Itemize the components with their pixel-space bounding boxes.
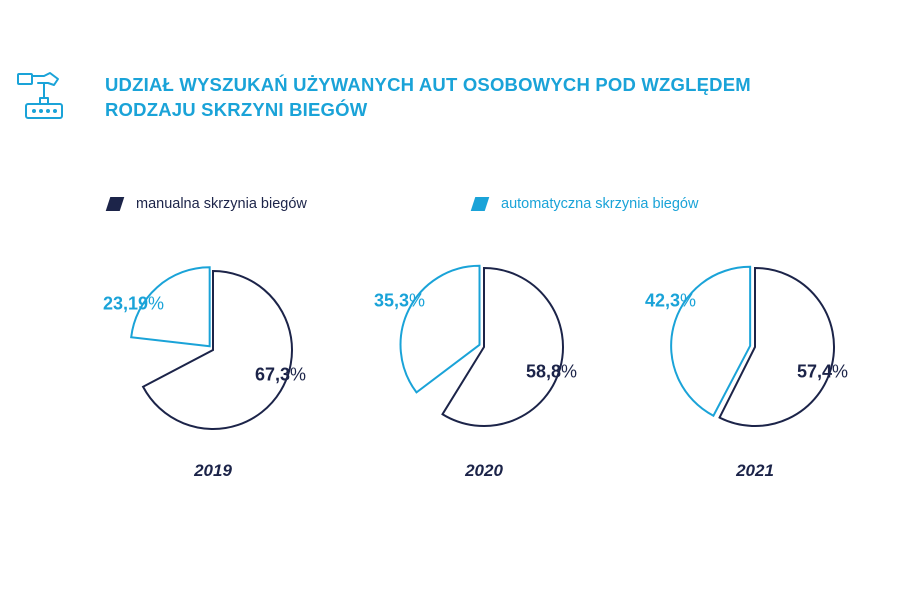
year-label-2021: 2021 [736, 461, 774, 480]
legend-label-automatic: automatyczna skrzynia biegów [501, 196, 699, 212]
data-label-manual-2021: 57,4% [797, 361, 849, 382]
pie-slice-automatic-2020 [399, 264, 481, 394]
pie-slice-manual-2019 [141, 269, 293, 430]
data-label-automatic-2021: 42,3% [645, 290, 697, 311]
pie-slice-automatic-2019 [130, 266, 211, 348]
chart-title: UDZIAŁ WYSZUKAŃ UŻYWANYCH AUT OSOBOWYCH … [105, 74, 751, 120]
legend-item-automatic: automatyczna skrzynia biegów [470, 196, 699, 212]
data-label-automatic-2019: 23,19% [103, 293, 165, 314]
pie-slice-automatic-2021 [670, 265, 752, 418]
data-label-manual-2020: 58,8% [526, 361, 578, 382]
pie-slice-manual-2020 [441, 266, 564, 427]
data-label-manual-2019: 67,3% [255, 364, 307, 385]
data-label-automatic-2020: 35,3% [374, 290, 426, 311]
gear-shift-icon [17, 72, 63, 119]
legend-item-manual: manualna skrzynia biegów [105, 196, 307, 212]
legend-label-manual: manualna skrzynia biegów [136, 196, 307, 212]
pie-slice-manual-2021 [718, 266, 836, 427]
year-label-2020: 2020 [465, 461, 503, 480]
year-label-2019: 2019 [194, 461, 232, 480]
